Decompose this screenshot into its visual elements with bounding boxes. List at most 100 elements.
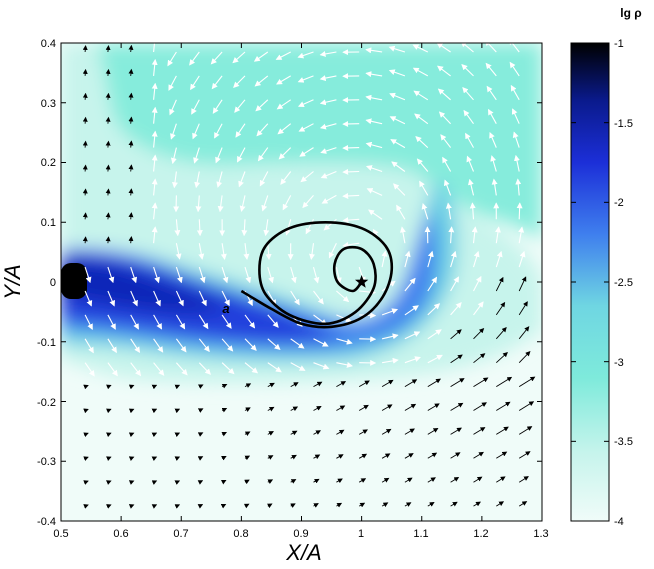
- velocity-arrow: [290, 362, 306, 371]
- velocity-arrow: [368, 209, 383, 220]
- y-tick-label: -0.1: [37, 337, 56, 349]
- velocity-arrow: [256, 123, 269, 137]
- velocity-arrow: [516, 202, 523, 220]
- velocity-arrow: [282, 195, 292, 211]
- velocity-arrow: [518, 451, 531, 459]
- velocity-arrow: [130, 290, 138, 307]
- y-tick-label: -0.3: [37, 456, 56, 468]
- velocity-arrow: [488, 108, 497, 124]
- velocity-arrow: [198, 243, 205, 260]
- velocity-arrow: [496, 501, 505, 507]
- velocity-arrow: [396, 204, 406, 220]
- velocity-arrow: [427, 452, 438, 459]
- velocity-arrow: [259, 171, 269, 187]
- velocity-arrow: [244, 362, 259, 374]
- velocity-arrow: [244, 455, 251, 461]
- velocity-arrow: [174, 504, 181, 509]
- velocity-arrow: [515, 178, 522, 196]
- velocity-arrow: [473, 327, 485, 340]
- velocity-arrow: [443, 179, 452, 196]
- velocity-arrow: [243, 503, 250, 509]
- velocity-arrow: [128, 408, 135, 414]
- velocity-arrow: [404, 477, 413, 483]
- velocity-arrow: [167, 51, 177, 67]
- velocity-arrow: [244, 266, 252, 284]
- velocity-arrow: [214, 123, 223, 139]
- velocity-arrow: [365, 94, 383, 101]
- velocity-arrow: [276, 75, 291, 85]
- velocity-arrow: [221, 407, 228, 413]
- velocity-arrow: [290, 479, 297, 484]
- velocity-arrow: [239, 195, 246, 212]
- velocity-arrow: [320, 170, 337, 179]
- velocity-arrow: [105, 45, 111, 53]
- velocity-arrow: [254, 75, 269, 87]
- velocity-arrow: [263, 219, 270, 237]
- velocity-arrow: [404, 356, 421, 364]
- velocity-arrow: [244, 314, 256, 329]
- velocity-arrow: [128, 212, 134, 220]
- velocity-arrow: [335, 266, 342, 284]
- velocity-arrow: [221, 314, 232, 329]
- velocity-arrow: [509, 61, 520, 77]
- velocity-arrow: [496, 476, 506, 483]
- velocity-arrow: [404, 250, 411, 268]
- velocity-arrow: [427, 303, 441, 316]
- velocity-arrow: [83, 504, 89, 509]
- velocity-arrow: [130, 338, 141, 354]
- velocity-arrow: [313, 381, 323, 387]
- velocity-arrow: [473, 353, 486, 364]
- velocity-arrow: [151, 106, 158, 124]
- velocity-arrow: [508, 43, 520, 53]
- velocity-arrow: [151, 456, 158, 461]
- velocity-arrow: [290, 382, 299, 387]
- velocity-arrow: [336, 338, 353, 345]
- velocity-arrow: [328, 242, 337, 259]
- velocity-arrow: [195, 195, 202, 213]
- velocity-arrow: [485, 62, 497, 77]
- velocity-arrow: [450, 501, 458, 507]
- velocity-arrow: [382, 357, 399, 364]
- velocity-arrow: [221, 338, 234, 352]
- velocity-arrow: [473, 476, 483, 483]
- velocity-arrow: [436, 43, 451, 53]
- colorbar-tick-label: -2.5: [614, 277, 633, 289]
- velocity-arrow: [244, 383, 252, 388]
- velocity-arrow: [290, 266, 297, 284]
- velocity-arrow: [404, 305, 419, 316]
- velocity-arrow: [463, 109, 474, 125]
- velocity-arrow: [490, 155, 497, 172]
- velocity-arrow: [210, 51, 223, 65]
- velocity-arrow: [437, 65, 451, 77]
- velocity-arrow: [518, 501, 528, 507]
- x-tick-label: 0.8: [233, 528, 248, 540]
- velocity-arrow: [221, 455, 227, 461]
- y-tick-label: 0.1: [41, 217, 56, 229]
- velocity-arrow: [234, 99, 246, 113]
- velocity-arrow: [518, 226, 525, 244]
- x-axis: 0.5 0.6 0.7 0.8 0.9 1 1.1 1.2 1.3 X/A: [53, 43, 549, 565]
- velocity-arrow: [336, 361, 353, 368]
- velocity-arrow: [471, 226, 478, 244]
- velocity-arrow: [518, 376, 536, 387]
- velocity-arrow: [336, 502, 343, 508]
- velocity-arrow: [297, 75, 314, 83]
- velocity-arrow: [342, 168, 360, 175]
- velocity-arrow: [128, 164, 134, 172]
- velocity-arrow: [175, 338, 187, 353]
- velocity-arrow: [450, 402, 464, 411]
- velocity-arrow: [265, 243, 272, 261]
- velocity-arrow: [290, 406, 299, 412]
- velocity-arrow: [153, 362, 165, 376]
- velocity-arrow: [290, 430, 298, 436]
- velocity-arrow: [235, 123, 246, 138]
- velocity-arrow: [518, 276, 527, 292]
- velocity-arrow: [105, 68, 111, 76]
- velocity-arrow: [309, 243, 315, 260]
- velocity-arrow: [496, 401, 511, 411]
- velocity-arrow: [462, 86, 474, 101]
- velocity-arrow: [191, 99, 200, 115]
- velocity-arrow: [84, 266, 92, 284]
- velocity-arrow: [84, 338, 94, 354]
